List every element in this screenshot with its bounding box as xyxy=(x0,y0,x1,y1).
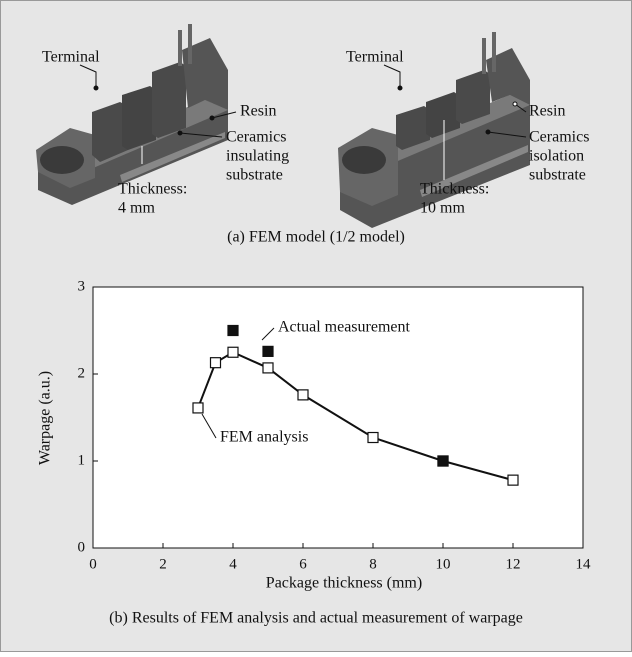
marker xyxy=(298,390,308,400)
marker xyxy=(228,326,238,336)
label: 4 mm xyxy=(118,200,155,217)
marker xyxy=(263,363,273,373)
marker xyxy=(193,403,203,413)
x-tick-label: 0 xyxy=(89,556,97,572)
marker xyxy=(228,347,238,357)
y-tick-label: 3 xyxy=(78,278,86,294)
marker xyxy=(211,358,221,368)
marker xyxy=(438,456,448,466)
label: Ceramics xyxy=(529,129,589,146)
label: substrate xyxy=(226,167,283,184)
x-tick-label: 14 xyxy=(576,556,592,572)
figure: Terminal Resin Ceramics insulating subst… xyxy=(0,0,632,652)
label: Terminal xyxy=(42,49,100,66)
caption: (b) Results of FEM analysis and actual m… xyxy=(109,610,523,627)
label: Resin xyxy=(240,103,276,120)
series-label: FEM analysis xyxy=(220,429,308,446)
y-tick-label: 0 xyxy=(78,539,86,555)
caption: (a) FEM model (1/2 model) xyxy=(227,229,405,246)
label: Terminal xyxy=(346,49,404,66)
label: Resin xyxy=(529,103,565,120)
x-axis-label: Package thickness (mm) xyxy=(266,575,422,592)
marker xyxy=(263,346,273,356)
series-label: Actual measurement xyxy=(278,319,411,336)
x-tick-label: 10 xyxy=(436,556,451,572)
y-axis-label: Warpage (a.u.) xyxy=(37,371,54,465)
x-tick-label: 2 xyxy=(159,556,167,572)
label: Ceramics xyxy=(226,129,286,146)
x-tick-label: 4 xyxy=(229,556,237,572)
label: 10 mm xyxy=(420,200,465,217)
label: substrate xyxy=(529,167,586,184)
marker xyxy=(508,475,518,485)
label: Thickness: xyxy=(420,181,489,198)
label: isolation xyxy=(529,148,584,165)
x-tick-label: 8 xyxy=(369,556,377,572)
y-tick-label: 1 xyxy=(78,452,86,468)
label: Thickness: xyxy=(118,181,187,198)
x-tick-label: 6 xyxy=(299,556,307,572)
y-tick-label: 2 xyxy=(78,365,86,381)
label: insulating xyxy=(226,148,289,165)
marker xyxy=(368,433,378,443)
x-tick-label: 12 xyxy=(506,556,521,572)
